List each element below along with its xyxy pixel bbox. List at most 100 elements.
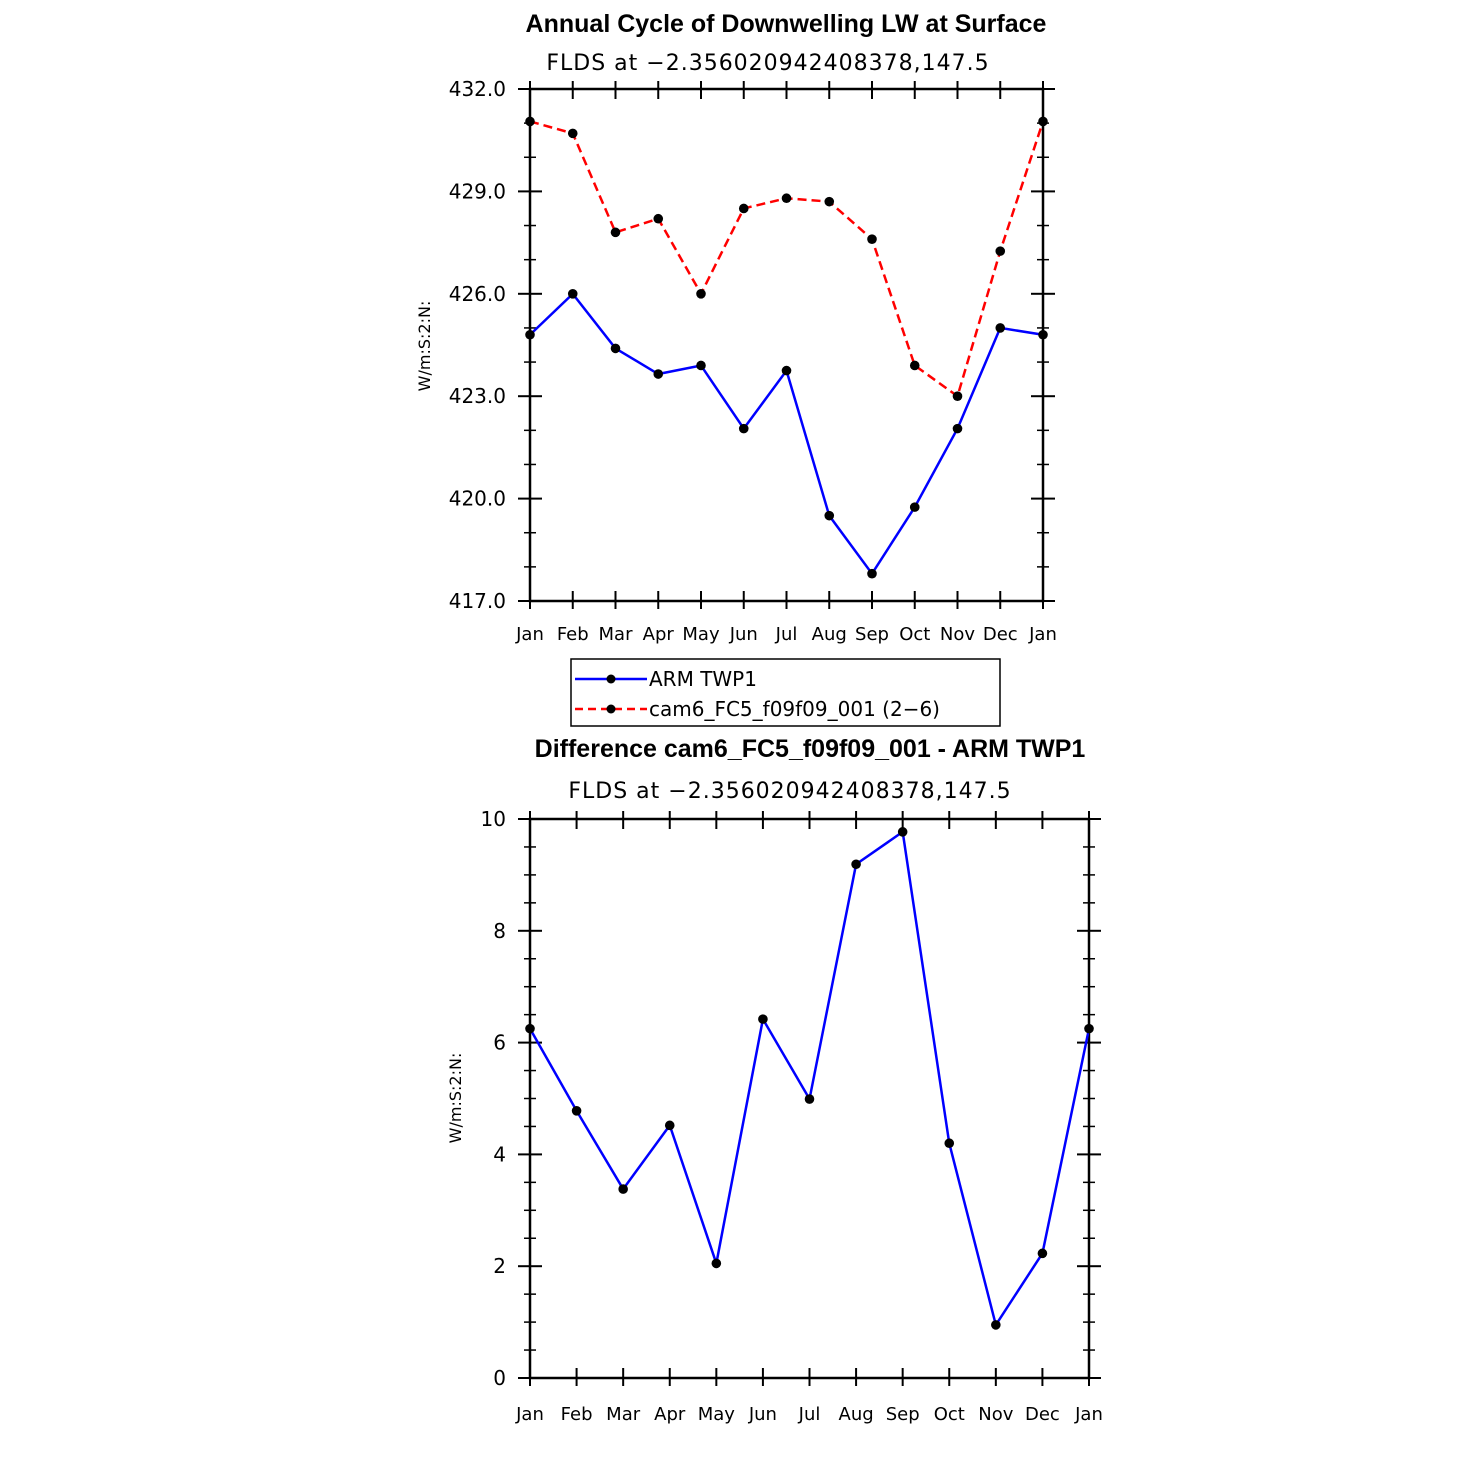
y-tick-label: 8 xyxy=(493,919,506,943)
x-tick-label: Jun xyxy=(729,624,758,645)
x-tick-label: Apr xyxy=(654,1404,686,1425)
x-tick-label: Mar xyxy=(606,1404,641,1425)
series-1-point xyxy=(995,246,1006,256)
x-tick-label: Jan xyxy=(1074,1404,1103,1425)
legend-item-arm: ARM TWP1 xyxy=(575,667,757,691)
chart-bottom-ylabel: W/m:S:2:N: xyxy=(446,1053,465,1144)
chart-top-title: Annual Cycle of Downwelling LW at Surfac… xyxy=(526,10,1047,38)
plot-frame xyxy=(528,87,1045,603)
chart-bottom-subtitle: FLDS at −2.356020942408378,147.5 xyxy=(568,779,1011,804)
chart-top-ylabel: W/m:S:2:N: xyxy=(415,301,434,392)
series-0-point xyxy=(525,1023,535,1034)
x-tick-label: Oct xyxy=(899,624,930,645)
legend-marker-arm xyxy=(606,674,616,684)
series-1-point xyxy=(525,116,535,127)
series-0-point xyxy=(525,329,535,340)
x-tick-label: Oct xyxy=(934,1404,965,1425)
series-0-point xyxy=(952,423,963,434)
y-tick-label: 429.0 xyxy=(449,179,506,203)
legend-box xyxy=(570,658,1001,727)
chart-bottom-plot-area: Jan Feb Mar Apr May Jun Jul Aug Sep Oct Nov Dec Jan 0… xyxy=(481,807,1103,1425)
series-0-point xyxy=(897,827,908,837)
series-0-point xyxy=(824,510,835,521)
y-tick-label: 423.0 xyxy=(449,384,506,408)
chart-bottom: Difference cam6_FC5_f09f09_001 - ARM TWP… xyxy=(446,735,1103,1425)
y-tick-label: 6 xyxy=(493,1031,506,1055)
x-tick-label: Dec xyxy=(983,624,1018,645)
series-1-point xyxy=(781,193,792,204)
y-tick-label: 10 xyxy=(481,807,506,831)
x-tick-label: Feb xyxy=(557,624,589,645)
series-1-point xyxy=(952,391,963,402)
x-tick-label: Aug xyxy=(839,1404,874,1425)
series-0-point xyxy=(571,1105,582,1116)
y-tick-label: 417.0 xyxy=(449,589,506,613)
x-tick-label: Sep xyxy=(886,1404,920,1425)
series-0-point xyxy=(653,369,664,379)
legend-marker-cam6 xyxy=(606,704,616,714)
series-0-point xyxy=(567,289,578,299)
x-tick-label: Jan xyxy=(515,624,544,645)
x-tick-label: Jan xyxy=(1028,624,1057,645)
series-1-point xyxy=(1038,116,1048,127)
x-tick-label: May xyxy=(682,624,720,645)
chart-top: Annual Cycle of Downwelling LW at Surfac… xyxy=(415,10,1057,727)
x-tick-label: Mar xyxy=(599,624,634,645)
x-tick-label: Jul xyxy=(775,624,798,645)
series-0-point xyxy=(1038,329,1048,340)
chart-top-subtitle: FLDS at −2.356020942408378,147.5 xyxy=(546,51,989,76)
x-tick-label: Nov xyxy=(978,1404,1013,1425)
x-tick-label: Sep xyxy=(855,624,889,645)
y-tick-label: 0 xyxy=(493,1366,506,1390)
x-tick-label: Feb xyxy=(561,1404,593,1425)
x-tick-label: Dec xyxy=(1025,1404,1060,1425)
x-tick-label: Jan xyxy=(515,1404,544,1425)
series-0-point xyxy=(610,343,621,354)
series-1-point xyxy=(909,360,920,371)
series-1-point xyxy=(867,234,877,244)
series-0-point xyxy=(851,859,861,870)
legend-label-cam6: cam6_FC5_f09f09_001 (2−6) xyxy=(649,697,940,721)
x-tick-label: Aug xyxy=(812,624,847,645)
series-1-point xyxy=(738,203,749,214)
series-1-point xyxy=(653,213,664,224)
series-0-point xyxy=(991,1320,1001,1330)
series-0-point xyxy=(618,1184,628,1194)
y-tick-label: 432.0 xyxy=(449,77,506,101)
series-0-point xyxy=(944,1138,955,1149)
y-tick-label: 4 xyxy=(493,1142,506,1166)
series-0-point xyxy=(1037,1248,1048,1259)
series-1-point xyxy=(610,227,621,238)
y-tick-label: 420.0 xyxy=(449,487,506,511)
series-1-point xyxy=(824,196,835,207)
x-tick-label: Jun xyxy=(748,1404,777,1425)
series-1-point xyxy=(696,289,706,299)
series-0-point xyxy=(804,1094,815,1104)
series-0-point xyxy=(867,568,877,579)
series-0-point xyxy=(758,1014,768,1024)
series-line-0 xyxy=(528,829,1091,1328)
series-1-point xyxy=(567,128,578,139)
y-tick-label: 2 xyxy=(493,1254,506,1278)
series-0-point xyxy=(738,423,749,434)
legend-item-cam6: cam6_FC5_f09f09_001 (2−6) xyxy=(575,697,940,721)
series-0-point xyxy=(781,365,792,376)
x-tick-label: May xyxy=(698,1404,736,1425)
x-tick-label: Nov xyxy=(940,624,975,645)
chart-top-plot-area: Jan Feb Mar Apr May Jun Jul Aug Sep Oct Nov Dec Jan 4… xyxy=(449,77,1057,645)
series-0-point xyxy=(711,1258,722,1269)
series-0-point xyxy=(995,323,1006,333)
series-0-point xyxy=(1084,1023,1094,1034)
chart-bottom-title: Difference cam6_FC5_f09f09_001 - ARM TWP… xyxy=(535,735,1086,763)
series-0-point xyxy=(664,1120,675,1131)
series-0-point xyxy=(909,502,920,512)
series-0-point xyxy=(696,360,706,371)
series-line-1 xyxy=(529,120,1045,399)
legend-label-arm: ARM TWP1 xyxy=(649,667,757,691)
chart-top-legend: ARM TWP1 cam6_FC5_f09f09_001 (2−6) xyxy=(570,658,1001,727)
x-tick-label: Jul xyxy=(798,1404,821,1425)
series-line-0 xyxy=(529,291,1044,576)
y-tick-label: 426.0 xyxy=(449,282,506,306)
x-tick-label: Apr xyxy=(643,624,675,645)
